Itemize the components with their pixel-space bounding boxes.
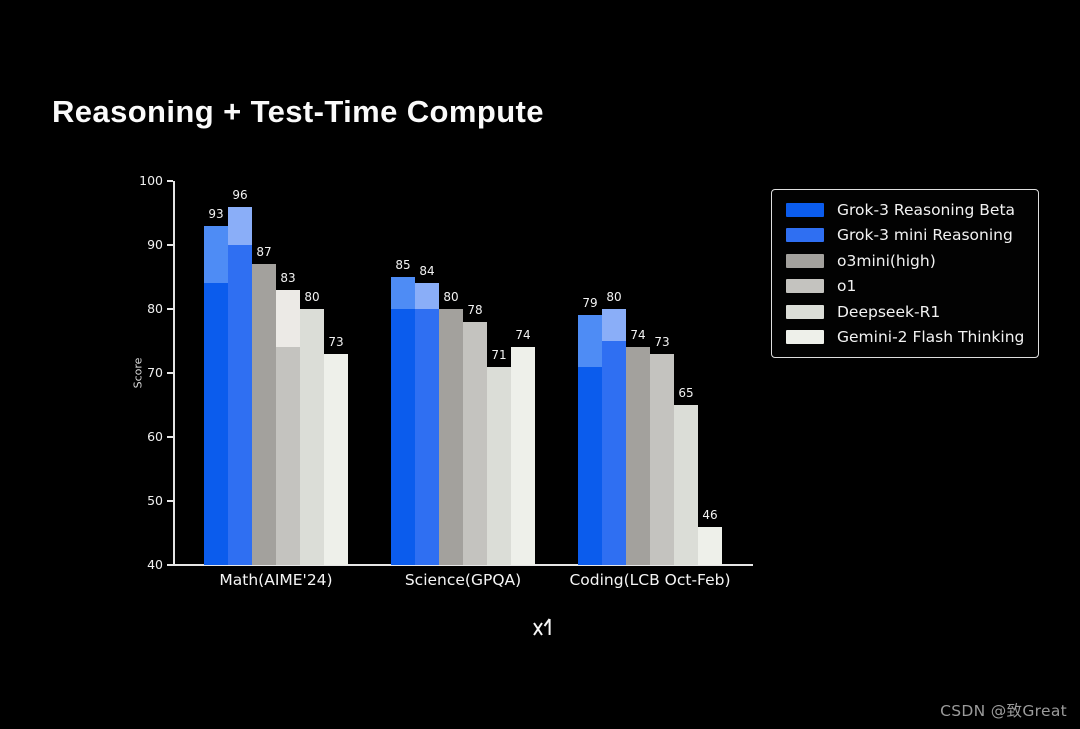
bar-value-label: 46 (702, 507, 718, 522)
watermark: CSDN @致Great (940, 702, 1067, 720)
bar-value-label: 73 (654, 334, 670, 349)
legend-item: Gemini-2 Flash Thinking (786, 325, 1024, 351)
bar-value-label: 74 (515, 328, 531, 343)
x-category-label: Math(AIME'24) (219, 571, 333, 589)
legend-item: Deepseek-R1 (786, 299, 1024, 325)
legend-item: o3mini(high) (786, 248, 1024, 274)
y-tick-label: 80 (147, 301, 163, 316)
y-tick-mark (167, 564, 173, 566)
bar-solid-segment (511, 347, 535, 565)
bar-solid-segment (415, 309, 439, 565)
bar-light-segment (415, 283, 439, 309)
bar-value-label: 73 (328, 334, 344, 349)
bar-solid-segment (698, 526, 722, 565)
bar-solid-segment (204, 283, 228, 565)
bar-value-label: 79 (582, 296, 598, 311)
bar-solid-segment (252, 264, 276, 565)
legend-label: o3mini(high) (837, 251, 936, 270)
legend-swatch (786, 202, 824, 217)
bar-solid-segment (674, 405, 698, 565)
legend-label: Grok-3 mini Reasoning (837, 226, 1013, 245)
y-tick-label: 60 (147, 429, 163, 444)
y-tick-label: 90 (147, 237, 163, 252)
x-axis-line (173, 564, 753, 566)
bar-light-segment (276, 289, 300, 348)
bar-value-label: 93 (208, 206, 224, 221)
bar-value-label: 96 (232, 187, 248, 202)
bar-value-label: 71 (491, 347, 507, 362)
bar-value-label: 80 (606, 290, 622, 304)
bar-solid-segment (487, 366, 511, 565)
legend-label: Gemini-2 Flash Thinking (837, 328, 1025, 347)
y-tick-mark (167, 500, 173, 502)
bar-light-segment (204, 225, 228, 284)
legend-swatch (786, 330, 824, 345)
bar-light-segment (391, 277, 415, 309)
page-title: Reasoning + Test-Time Compute (52, 94, 544, 129)
legend-item: Grok-3 Reasoning Beta (786, 197, 1024, 223)
bar-solid-segment (463, 321, 487, 565)
y-axis-label: Score (131, 357, 145, 389)
bar-value-label: 85 (395, 258, 411, 272)
bar-value-label: 84 (419, 264, 435, 279)
legend: Grok-3 Reasoning Beta Grok-3 mini Reasoni… (771, 189, 1039, 358)
legend-item: o1 (786, 274, 1024, 300)
bar-value-label: 87 (256, 245, 272, 260)
bar-value-label: 78 (467, 302, 483, 317)
y-tick-mark (167, 436, 173, 438)
xai-logo (533, 618, 551, 636)
y-tick-label: 70 (147, 365, 163, 380)
legend-swatch (786, 228, 824, 243)
legend-item: Grok-3 mini Reasoning (786, 223, 1024, 249)
bar-light-segment (228, 206, 252, 245)
bar-value-label: 83 (280, 270, 296, 285)
x-category-label: Coding(LCB Oct-Feb) (569, 571, 731, 589)
y-tick-label: 100 (139, 173, 163, 188)
legend-label: Grok-3 Reasoning Beta (837, 200, 1016, 219)
bar-solid-segment (276, 347, 300, 565)
y-tick-label: 50 (147, 493, 163, 508)
bar-light-segment (578, 315, 602, 367)
y-tick-mark (167, 180, 173, 182)
legend-swatch (786, 279, 824, 294)
bar-solid-segment (650, 353, 674, 565)
legend-label: o1 (837, 277, 857, 296)
y-tick-mark (167, 244, 173, 246)
y-tick-mark (167, 308, 173, 310)
bar-solid-segment (324, 353, 348, 565)
bar-value-label: 74 (630, 328, 646, 343)
bar-solid-segment (300, 309, 324, 565)
bar-value-label: 80 (304, 290, 320, 304)
bar-solid-segment (228, 245, 252, 565)
y-axis-line (173, 181, 175, 565)
x-category-label: Science(GPQA) (404, 571, 522, 589)
bar-solid-segment (602, 341, 626, 565)
bar-value-label: 80 (443, 290, 459, 304)
y-tick-label: 40 (147, 557, 163, 572)
bar-light-segment (602, 309, 626, 341)
bar-solid-segment (439, 309, 463, 565)
bar-value-label: 65 (678, 386, 694, 400)
bar-solid-segment (578, 366, 602, 565)
bar-solid-segment (391, 309, 415, 565)
legend-label: Deepseek-R1 (837, 302, 941, 321)
y-tick-mark (167, 372, 173, 374)
legend-swatch (786, 253, 824, 268)
legend-swatch (786, 304, 824, 319)
bar-solid-segment (626, 347, 650, 565)
